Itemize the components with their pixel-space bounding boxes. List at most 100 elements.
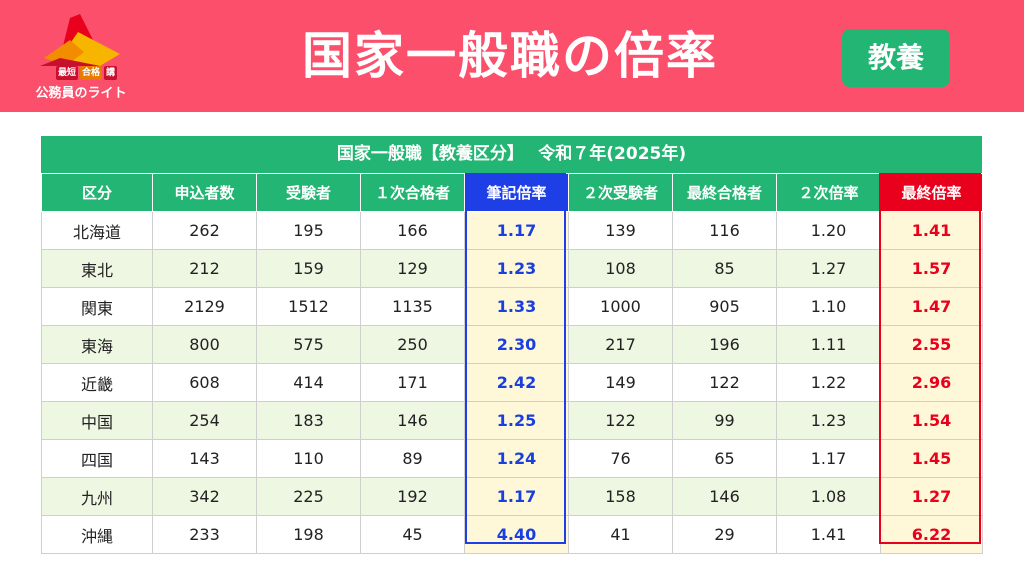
table-row: 四国 143 110 89 1.24 76 65 1.17 1.45 bbox=[41, 439, 983, 478]
table-row: 中国 254 183 146 1.25 122 99 1.23 1.54 bbox=[41, 401, 983, 440]
page-title: 国家一般職の倍率 bbox=[302, 27, 718, 85]
cell-second-examinees: 149 bbox=[568, 363, 673, 402]
cell-final-ratio: 1.57 bbox=[880, 249, 983, 288]
cell-first-pass: 45 bbox=[360, 515, 465, 554]
cell-applicants: 262 bbox=[152, 211, 257, 250]
cell-second-ratio: 1.17 bbox=[776, 439, 881, 478]
cell-first-pass: 146 bbox=[360, 401, 465, 440]
cell-final-pass: 905 bbox=[672, 287, 777, 326]
cell-region: 東海 bbox=[41, 325, 153, 364]
cell-examinees: 1512 bbox=[256, 287, 361, 326]
cell-final-ratio: 2.96 bbox=[880, 363, 983, 402]
cell-second-examinees: 41 bbox=[568, 515, 673, 554]
cell-final-ratio: 6.22 bbox=[880, 515, 983, 554]
cell-second-ratio: 1.08 bbox=[776, 477, 881, 516]
cell-applicants: 254 bbox=[152, 401, 257, 440]
cell-applicants: 608 bbox=[152, 363, 257, 402]
ratio-table: 区分 申込者数 受験者 １次合格者 筆記倍率 ２次受験者 最終合格者 ２次倍率 … bbox=[41, 173, 983, 554]
cell-examinees: 110 bbox=[256, 439, 361, 478]
cell-region: 沖縄 bbox=[41, 515, 153, 554]
cell-final-ratio: 1.47 bbox=[880, 287, 983, 326]
cell-final-ratio: 2.55 bbox=[880, 325, 983, 364]
cell-applicants: 800 bbox=[152, 325, 257, 364]
cell-region: 中国 bbox=[41, 401, 153, 440]
col-header-final-pass: 最終合格者 bbox=[672, 173, 777, 212]
table-header-row: 区分 申込者数 受験者 １次合格者 筆記倍率 ２次受験者 最終合格者 ２次倍率 … bbox=[41, 173, 983, 212]
cell-final-pass: 146 bbox=[672, 477, 777, 516]
cell-examinees: 225 bbox=[256, 477, 361, 516]
table-row: 関東 2129 1512 1135 1.33 1000 905 1.10 1.47 bbox=[41, 287, 983, 326]
table-caption: 国家一般職【教養区分】 令和７年(2025年) bbox=[41, 136, 982, 173]
cell-second-ratio: 1.11 bbox=[776, 325, 881, 364]
cell-second-ratio: 1.41 bbox=[776, 515, 881, 554]
cell-second-ratio: 1.27 bbox=[776, 249, 881, 288]
cell-written-ratio: 4.40 bbox=[464, 515, 569, 554]
cell-written-ratio: 1.33 bbox=[464, 287, 569, 326]
cell-first-pass: 250 bbox=[360, 325, 465, 364]
cell-final-pass: 85 bbox=[672, 249, 777, 288]
cell-second-examinees: 217 bbox=[568, 325, 673, 364]
cell-applicants: 212 bbox=[152, 249, 257, 288]
cell-region: 近畿 bbox=[41, 363, 153, 402]
cell-second-ratio: 1.23 bbox=[776, 401, 881, 440]
col-header-second-examinees: ２次受験者 bbox=[568, 173, 673, 212]
header-banner: 最短 合格 講 公務員のライト 国家一般職の倍率 教養 bbox=[0, 0, 1024, 112]
cell-final-ratio: 1.54 bbox=[880, 401, 983, 440]
cell-examinees: 195 bbox=[256, 211, 361, 250]
cell-first-pass: 171 bbox=[360, 363, 465, 402]
col-header-final-ratio: 最終倍率 bbox=[880, 173, 983, 212]
cell-first-pass: 192 bbox=[360, 477, 465, 516]
table-row: 沖縄 233 198 45 4.40 41 29 1.41 6.22 bbox=[41, 515, 983, 554]
cell-region: 四国 bbox=[41, 439, 153, 478]
col-header-examinees: 受験者 bbox=[256, 173, 361, 212]
cell-second-examinees: 108 bbox=[568, 249, 673, 288]
cell-region: 東北 bbox=[41, 249, 153, 288]
cell-first-pass: 89 bbox=[360, 439, 465, 478]
cell-second-examinees: 158 bbox=[568, 477, 673, 516]
cell-examinees: 575 bbox=[256, 325, 361, 364]
cell-second-ratio: 1.22 bbox=[776, 363, 881, 402]
logo-text: 公務員のライト bbox=[35, 86, 127, 101]
cell-written-ratio: 1.25 bbox=[464, 401, 569, 440]
cell-final-ratio: 1.27 bbox=[880, 477, 983, 516]
col-header-region: 区分 bbox=[41, 173, 153, 212]
cell-final-ratio: 1.41 bbox=[880, 211, 983, 250]
cell-written-ratio: 1.17 bbox=[464, 211, 569, 250]
cell-examinees: 414 bbox=[256, 363, 361, 402]
cell-second-examinees: 76 bbox=[568, 439, 673, 478]
brand-logo[interactable]: 最短 合格 講 公務員のライト bbox=[26, 14, 136, 101]
cell-second-ratio: 1.20 bbox=[776, 211, 881, 250]
table-row: 東北 212 159 129 1.23 108 85 1.27 1.57 bbox=[41, 249, 983, 288]
cell-first-pass: 1135 bbox=[360, 287, 465, 326]
cell-written-ratio: 1.17 bbox=[464, 477, 569, 516]
cell-region: 九州 bbox=[41, 477, 153, 516]
cell-examinees: 183 bbox=[256, 401, 361, 440]
logo-badge-1: 最短 bbox=[56, 66, 79, 80]
cell-region: 北海道 bbox=[41, 211, 153, 250]
cell-applicants: 342 bbox=[152, 477, 257, 516]
category-tag: 教養 bbox=[842, 29, 950, 87]
cell-final-pass: 29 bbox=[672, 515, 777, 554]
col-header-applicants: 申込者数 bbox=[152, 173, 257, 212]
cell-second-examinees: 1000 bbox=[568, 287, 673, 326]
cell-examinees: 198 bbox=[256, 515, 361, 554]
col-header-written-ratio: 筆記倍率 bbox=[464, 173, 569, 212]
cell-final-pass: 122 bbox=[672, 363, 777, 402]
cell-final-pass: 116 bbox=[672, 211, 777, 250]
cell-first-pass: 166 bbox=[360, 211, 465, 250]
cell-written-ratio: 2.42 bbox=[464, 363, 569, 402]
cell-first-pass: 129 bbox=[360, 249, 465, 288]
cell-second-examinees: 122 bbox=[568, 401, 673, 440]
cell-region: 関東 bbox=[41, 287, 153, 326]
col-header-second-ratio: ２次倍率 bbox=[776, 173, 881, 212]
logo-badge-3: 講 bbox=[104, 66, 118, 80]
logo-mark-icon bbox=[40, 14, 120, 66]
table-row: 東海 800 575 250 2.30 217 196 1.11 2.55 bbox=[41, 325, 983, 364]
table-row: 北海道 262 195 166 1.17 139 116 1.20 1.41 bbox=[41, 211, 983, 250]
cell-final-ratio: 1.45 bbox=[880, 439, 983, 478]
cell-written-ratio: 2.30 bbox=[464, 325, 569, 364]
cell-applicants: 2129 bbox=[152, 287, 257, 326]
cell-final-pass: 99 bbox=[672, 401, 777, 440]
cell-second-examinees: 139 bbox=[568, 211, 673, 250]
ratio-table-container: 国家一般職【教養区分】 令和７年(2025年) 区分 申込者数 受験者 １次合格… bbox=[41, 136, 983, 554]
